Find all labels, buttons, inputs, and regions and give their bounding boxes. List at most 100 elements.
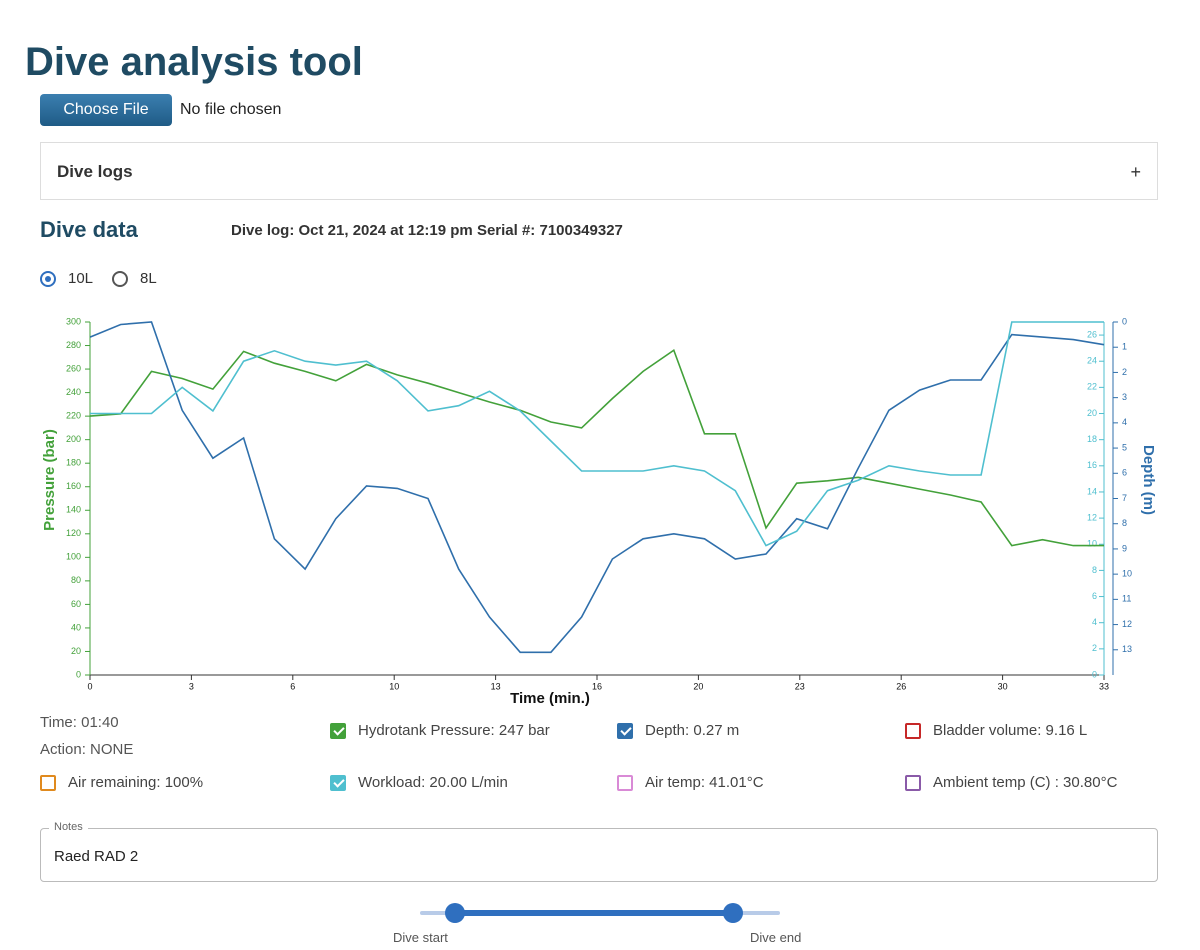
- checkbox[interactable]: [40, 774, 56, 791]
- y3-tick-label: 26: [1087, 329, 1097, 339]
- y2-tick-label: 7: [1122, 493, 1127, 503]
- x-tick-label: 3: [189, 681, 194, 691]
- y3-tick-label: 14: [1087, 486, 1097, 496]
- checkbox-label: Air remaining: 100%: [68, 774, 204, 791]
- checkbox-option[interactable]: Depth: 0.27 m: [617, 722, 739, 739]
- y-tick-label: 20: [71, 646, 81, 656]
- y-tick-label: 260: [66, 363, 81, 373]
- y-tick-label: 180: [66, 458, 81, 468]
- checkbox-option[interactable]: Workload: 20.00 L/min: [330, 774, 508, 791]
- y3-tick-label: 8: [1092, 565, 1097, 575]
- section-title: Dive data: [40, 217, 138, 242]
- checkbox-label: Bladder volume: 9.16 L: [933, 722, 1088, 739]
- slider-thumb-end[interactable]: [723, 903, 743, 923]
- checkbox-label: Workload: 20.00 L/min: [358, 774, 508, 791]
- x-tick-label: 13: [491, 681, 501, 691]
- y-tick-label: 80: [71, 575, 81, 585]
- y3-tick-label: 0: [1092, 669, 1097, 679]
- series-line: [89, 321, 1105, 654]
- y-tick-label: 220: [66, 411, 81, 421]
- slider-start-label: Dive start: [393, 930, 448, 945]
- y-tick-label: 120: [66, 528, 81, 538]
- x-tick-label: 23: [795, 681, 805, 691]
- y3-tick-label: 18: [1087, 434, 1097, 444]
- checkbox[interactable]: [905, 774, 921, 791]
- x-axis-label: Time (min.): [510, 690, 590, 707]
- y3-tick-label: 22: [1087, 382, 1097, 392]
- notes-field[interactable]: Notes Raed RAD 2: [40, 821, 1158, 882]
- y2-tick-label: 4: [1122, 417, 1127, 427]
- checkbox-option[interactable]: Bladder volume: 9.16 L: [905, 722, 1087, 739]
- checkbox[interactable]: [617, 774, 633, 791]
- y2-tick-label: 9: [1122, 543, 1127, 553]
- checkbox[interactable]: [330, 774, 346, 791]
- y3-tick-label: 24: [1087, 356, 1097, 366]
- checkbox[interactable]: [617, 722, 633, 739]
- x-tick-label: 0: [87, 681, 92, 691]
- radio-label: 10L: [68, 270, 94, 287]
- y-tick-label: 160: [66, 481, 81, 491]
- accordion-title: Dive logs: [57, 162, 133, 181]
- radio-dot: [40, 270, 56, 287]
- accordion-toggle[interactable]: +: [1130, 162, 1141, 182]
- chart: Pressure (bar) Depth (m) Time (min.) 0 3 6…: [41, 316, 1157, 707]
- y-tick-label: 280: [66, 340, 81, 350]
- y-tick-label: 240: [66, 387, 81, 397]
- y3-tick-label: 12: [1087, 512, 1097, 522]
- y-tick-label: 300: [66, 316, 81, 326]
- y-tick-label: 100: [66, 552, 81, 562]
- series-line: [90, 321, 1104, 547]
- y3-tick-label: 20: [1087, 408, 1097, 418]
- x-tick-label: 20: [693, 681, 703, 691]
- y-axis-label: Pressure (bar): [41, 429, 58, 531]
- y-tick-label: 0: [76, 669, 81, 679]
- checkbox-label: Depth: 0.27 m: [645, 722, 740, 739]
- x-tick-label: 30: [998, 681, 1008, 691]
- checkbox-option[interactable]: Air remaining: 100%: [40, 774, 203, 791]
- y3-tick-label: 6: [1092, 591, 1097, 601]
- checkbox-option[interactable]: Air temp: 41.01°C: [617, 774, 764, 791]
- slider-thumb-start[interactable]: [445, 903, 465, 923]
- y-tick-label: 60: [71, 599, 81, 609]
- dive-logs-accordion[interactable]: Dive logs +: [40, 142, 1158, 200]
- checkbox-label: Ambient temp (C) : 30.80°C: [933, 774, 1118, 791]
- checkbox[interactable]: [330, 722, 346, 739]
- radio-option[interactable]: 10L: [40, 270, 93, 287]
- radio-option[interactable]: 8L: [112, 270, 157, 287]
- y3-tick-label: 4: [1092, 617, 1097, 627]
- checkbox-label: Air temp: 41.01°C: [645, 774, 764, 791]
- checkbox[interactable]: [905, 722, 921, 739]
- checkbox-option[interactable]: Ambient temp (C) : 30.80°C: [905, 774, 1117, 791]
- notes-value: Raed RAD 2: [54, 848, 139, 865]
- slider-end-label: Dive end: [750, 930, 802, 945]
- radio-dot: [112, 270, 128, 287]
- y2-tick-label: 6: [1122, 468, 1127, 478]
- checkbox-label: Hydrotank Pressure: 247 bar: [358, 722, 550, 739]
- y2-axis-label: Depth (m): [1140, 445, 1157, 515]
- y2-tick-label: 3: [1122, 392, 1127, 402]
- range-slider[interactable]: [380, 895, 800, 931]
- y-tick-label: 40: [71, 622, 81, 632]
- time-status: Time: 01:40: [40, 714, 119, 731]
- y3-tick-label: 10: [1087, 539, 1097, 549]
- y2-tick-label: 12: [1122, 619, 1132, 629]
- y3-tick-label: 16: [1087, 460, 1097, 470]
- y2-tick-label: 11: [1122, 594, 1131, 604]
- y2-tick-label: 5: [1122, 442, 1127, 452]
- y2-tick-label: 1: [1122, 342, 1127, 352]
- y2-tick-label: 0: [1122, 316, 1127, 326]
- log-info: Dive log: Oct 21, 2024 at 12:19 pm Seria…: [231, 222, 623, 239]
- y-tick-label: 140: [66, 505, 81, 515]
- x-tick-label: 6: [290, 681, 295, 691]
- y2-tick-label: 8: [1122, 518, 1127, 528]
- x-tick-label: 16: [592, 681, 602, 691]
- x-tick-label: 10: [389, 681, 399, 691]
- choose-file-button[interactable]: Choose File: [40, 94, 172, 126]
- file-status: No file chosen: [180, 101, 282, 118]
- y2-tick-label: 2: [1122, 367, 1127, 377]
- y2-tick-label: 13: [1122, 644, 1132, 654]
- x-tick-label: 26: [896, 681, 906, 691]
- checkbox-option[interactable]: Hydrotank Pressure: 247 bar: [330, 722, 550, 739]
- y3-tick-label: 2: [1092, 643, 1097, 653]
